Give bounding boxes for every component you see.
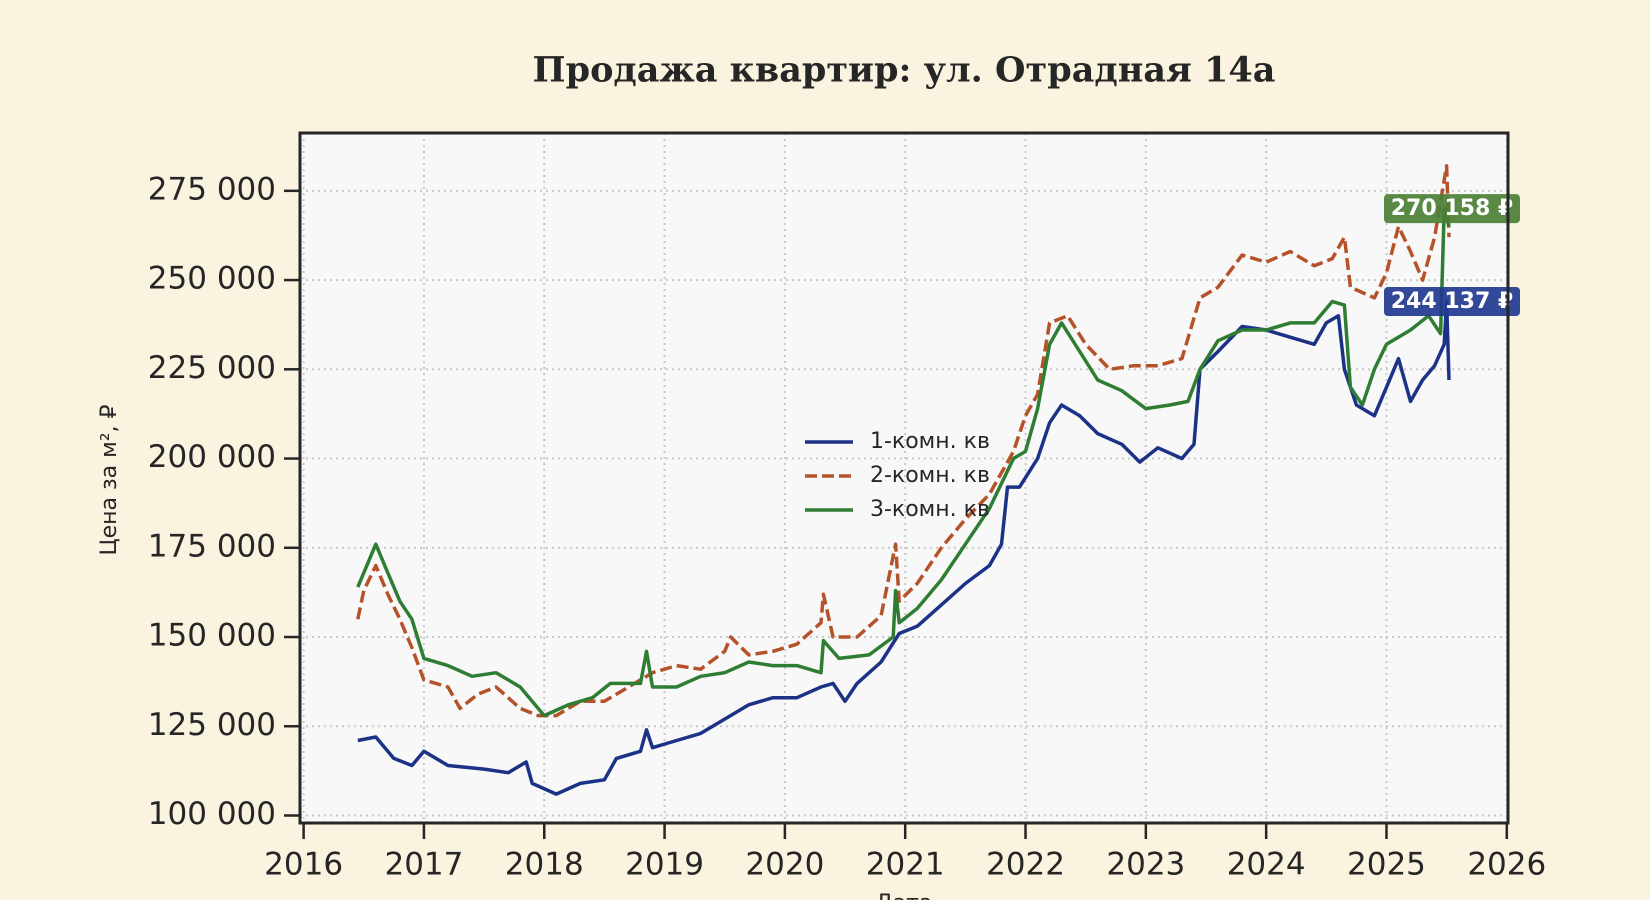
y-tick-label: 125 000 [148, 707, 276, 743]
x-tick-label: 2025 [1347, 847, 1426, 883]
value-badge-label: 244 137 ₽ [1391, 289, 1513, 314]
series-line [356, 164, 1451, 718]
value-badge [1384, 286, 1520, 316]
plot-layer: 100 000 125 000 150 000 175 000 200 000 225 0… [148, 133, 1546, 883]
x-tick-label: 2026 [1467, 847, 1546, 883]
x-tick-label: 2024 [1227, 847, 1306, 883]
y-tick-label: 100 000 [148, 796, 276, 832]
x-axis-label: Дата [876, 891, 933, 900]
plot-area [300, 133, 1508, 823]
y-tick-label: 250 000 [148, 261, 276, 297]
series-line [356, 206, 1451, 718]
plot-frame [298, 131, 1510, 825]
x-tick-label: 2016 [264, 847, 343, 883]
x-tick-label: 2020 [745, 847, 824, 883]
y-tick-label: 275 000 [148, 171, 276, 207]
chart-title: Продажа квартир: ул. Отрадная 14а [533, 50, 1276, 91]
value-badge [1384, 194, 1520, 224]
y-tick-label: 200 000 [148, 439, 276, 475]
legend-label: 3-комн. кв [870, 497, 990, 522]
y-tick-label: 225 000 [148, 350, 276, 386]
y-tick-label: 150 000 [148, 618, 276, 654]
series-line [357, 299, 1451, 796]
x-tick-label: 2023 [1106, 847, 1185, 883]
x-tick-label: 2017 [384, 847, 463, 883]
x-tick-label: 2018 [505, 847, 584, 883]
x-tick-label: 2021 [866, 847, 945, 883]
x-tick-label: 2022 [986, 847, 1065, 883]
y-tick-label: 175 000 [148, 528, 276, 564]
x-tick-label: 2019 [625, 847, 704, 883]
legend-label: 2-комн. кв [870, 463, 990, 488]
legend-label: 1-комн. кв [870, 429, 990, 454]
y-axis-label: Цена за м², ₽ [97, 404, 122, 555]
value-badge-label: 270 158 ₽ [1391, 196, 1513, 221]
